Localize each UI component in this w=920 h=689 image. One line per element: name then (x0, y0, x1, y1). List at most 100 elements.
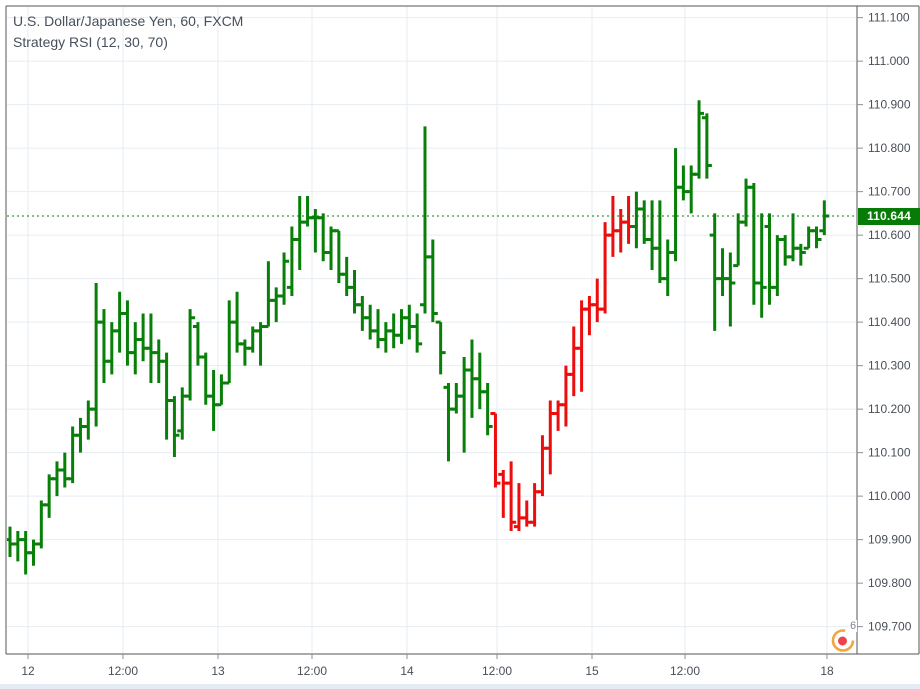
ohlc-bar (302, 195, 313, 227)
pane-borders (5, 5, 920, 655)
ohlc-bar (357, 296, 368, 331)
bubble-ring-icon (831, 629, 855, 652)
ohlc-bar (623, 195, 634, 244)
ohlc-bar (764, 213, 775, 305)
time-axis-label: 12:00 (670, 664, 700, 678)
ohlc-bar (584, 296, 595, 336)
ohlc-bar (51, 461, 62, 497)
ohlc-bar (122, 300, 133, 366)
ohlc-bar (427, 239, 438, 323)
ohlc-bar (506, 461, 517, 531)
ohlc-bar (529, 483, 540, 527)
price-axis-labels[interactable]: 111.100 111.000 110.900 110.800 110.700 110.6… (868, 11, 912, 634)
ohlc-bar (75, 417, 86, 453)
ohlc-bar (490, 411, 501, 488)
ohlc-bar (513, 483, 524, 531)
ohlc-bar (756, 213, 767, 318)
ohlc-bar (474, 352, 485, 410)
ohlc-bar (326, 226, 337, 270)
time-axis-label: 15 (585, 664, 599, 678)
time-axis-label: 12:00 (108, 664, 138, 678)
price-axis-label: 110.100 (868, 446, 911, 460)
ohlc-bar (748, 182, 759, 305)
ohlc-bar (380, 322, 391, 353)
ohlc-bar (91, 282, 102, 427)
price-axis-label: 110.600 (868, 228, 911, 242)
time-axis-labels[interactable]: 12 12:00 13 12:00 14 12:00 15 12:00 18 (21, 664, 834, 678)
ohlc-bar (412, 313, 423, 353)
ohlc-bar (741, 178, 752, 227)
time-axis-label: 13 (211, 664, 225, 678)
time-axis-label: 12:00 (297, 664, 327, 678)
ohlc-bar (192, 322, 203, 366)
time-axis-label: 18 (820, 664, 834, 678)
ohlc-bar (318, 213, 329, 262)
ohlc-bar (545, 400, 556, 475)
ohlc-bar (98, 309, 109, 384)
ohlc-bar (138, 313, 149, 362)
ohlc-bar (678, 165, 689, 201)
ohlc-bar (576, 300, 587, 392)
ohlc-bar (373, 309, 384, 349)
symbol-title: U.S. Dollar/Japanese Yen, 60, FXCM (13, 13, 244, 29)
ohlc-bar (224, 300, 235, 385)
price-axis-label: 110.200 (868, 402, 911, 416)
ohlc-bar (717, 248, 728, 297)
chart-legend: U.S. Dollar/Japanese Yen, 60, FXCM Strat… (13, 11, 243, 53)
ohlc-bar (686, 165, 697, 214)
grid-lines (7, 7, 856, 654)
ohlc-bar (255, 322, 266, 366)
ohlc-bar (341, 256, 352, 297)
ohlc-bar (780, 235, 791, 266)
last-price-badge: 110.644 (858, 207, 920, 225)
footer-strip (0, 684, 920, 689)
ohlc-bar (388, 313, 399, 349)
ohlc-bar (701, 113, 712, 179)
ohlc-bar (654, 200, 665, 283)
ohlc-bar (607, 195, 618, 257)
ohlc-bar (263, 261, 274, 328)
ohlc-bar (435, 320, 446, 375)
ohlc-bar (12, 530, 23, 562)
ohlc-bar (498, 470, 509, 518)
ohlc-bar (208, 369, 219, 431)
ohlc-bar (482, 383, 493, 436)
ideas-bubble-button[interactable] (826, 624, 860, 658)
ohlc-bar (592, 278, 603, 323)
ohlc-bar (349, 269, 360, 314)
ohlc-bar (725, 252, 736, 327)
ohlc-bar (694, 100, 705, 179)
axis-tick-marks (27, 17, 863, 659)
price-axis-label: 110.000 (868, 489, 911, 503)
ohlc-bar (537, 435, 548, 497)
ohlc-bar (795, 243, 806, 266)
ohlc-bar (271, 287, 282, 323)
ohlc-bar (631, 191, 642, 249)
ohlc-bars (7, 100, 830, 575)
price-axis-label: 110.700 (868, 185, 911, 199)
price-axis-label: 110.800 (868, 141, 911, 155)
bubble-count-badge: 6 (849, 620, 858, 632)
price-axis-label: 109.900 (868, 533, 912, 547)
ohlc-bar (639, 200, 650, 244)
price-axis-label: 111.100 (868, 11, 910, 25)
time-axis-label: 12 (21, 664, 35, 678)
price-axis-label: 110.300 (868, 359, 911, 373)
ohlc-bar (83, 400, 94, 440)
ohlc-bar (568, 326, 579, 397)
ohlc-bar (294, 195, 305, 270)
ohlc-bar (811, 226, 822, 249)
price-axis-label: 111.000 (868, 54, 910, 68)
ohlc-bar (59, 452, 70, 488)
ohlc-bar (709, 213, 720, 331)
bubble-dot-icon (838, 636, 847, 646)
price-axis-label: 110.900 (868, 98, 911, 112)
ohlc-bar (662, 239, 673, 297)
ohlc-bar (239, 339, 250, 366)
ohlc-bar (788, 213, 798, 262)
ohlc-bar (36, 500, 47, 549)
ohlc-bar (419, 126, 430, 314)
ohlc-bar (169, 396, 180, 457)
